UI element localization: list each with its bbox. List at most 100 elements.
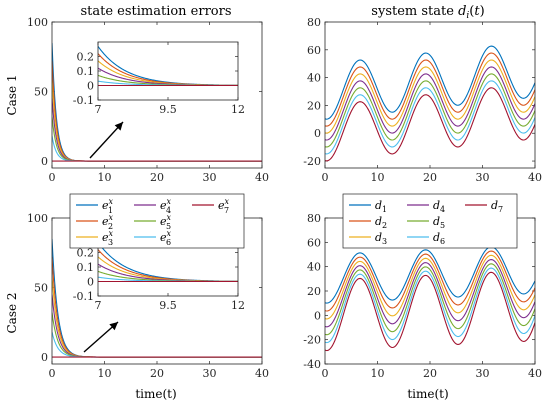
- p3-legend-label-3: ex 3: [102, 229, 114, 247]
- p3-inset-ytick-label-1: 0: [87, 276, 94, 289]
- p3-legend-label-sup-6: x: [167, 229, 172, 238]
- p3-legend: ex 1ex 2ex 3ex 4ex 5ex 6ex 7: [69, 193, 245, 249]
- p4-series-line-5: [325, 263, 535, 336]
- p2-ytick-label-5: 80: [307, 16, 321, 29]
- p3-xtick-label-4: 40: [255, 367, 269, 380]
- p4-xtick-label-2: 20: [423, 367, 437, 380]
- p3-legend-label-base-1: e: [102, 199, 109, 212]
- p3-legend-label-sup-1: x: [109, 197, 114, 206]
- p3-inset-xtick-label-2: 12: [231, 299, 245, 312]
- p2-series-line-1: [325, 45, 535, 120]
- p3-inset-ytick-label-0: -0.1: [73, 290, 94, 303]
- p3-legend-label-sub-7: 7: [224, 206, 229, 215]
- p3-legend-label-5: ex 5: [160, 213, 172, 231]
- p3-inset-xtick-label-0: 7: [95, 299, 102, 312]
- p2-ytick-label-2: 20: [307, 99, 321, 112]
- case-1-label: Case 1: [5, 74, 19, 115]
- case-2-label: Case 2: [5, 292, 19, 333]
- p3-legend-label-sup-5: x: [167, 213, 172, 222]
- p1-ytick-label-0: 0: [41, 155, 48, 168]
- p4-series-line-3: [325, 254, 535, 320]
- p1-inset-xtick-label-0: 7: [95, 103, 102, 116]
- title-system-state-text: system state: [371, 4, 454, 19]
- p2-series-line-7: [325, 87, 535, 162]
- p1-xtick-label-1: 10: [98, 171, 112, 184]
- p3-legend-label-sup-3: x: [109, 229, 114, 238]
- p2-ytick-label-3: 40: [307, 72, 321, 85]
- p2-xtick-label-0: 0: [322, 171, 329, 184]
- p4-legend-label-sub-3: 3: [382, 237, 387, 246]
- p4-series-line-6: [325, 267, 535, 344]
- p1-ytick-label-1: 50: [34, 86, 48, 99]
- p3-legend-label-4: ex 4: [160, 197, 172, 215]
- p4-legend-label-4: d4: [433, 199, 445, 214]
- p4-legend-label-base-5: d: [433, 215, 440, 228]
- p2-series-line-2: [325, 52, 535, 127]
- p4-legend-label-1: d1: [375, 199, 387, 214]
- p4-legend-label-sub-4: 4: [440, 205, 445, 214]
- p1-frame: [51, 21, 263, 169]
- p4-legend-label-3: d3: [375, 231, 387, 246]
- p4-ytick-label-3: 20: [307, 285, 321, 298]
- p2-ytick-label-4: 60: [307, 44, 321, 57]
- p2-xtick-label-2: 20: [423, 171, 437, 184]
- p4-legend-label-base-7: d: [491, 199, 498, 212]
- p4-xtick-label-0: 0: [322, 367, 329, 380]
- p4-legend-label-sub-5: 5: [440, 221, 445, 230]
- p4-legend-label-7: d7: [491, 199, 503, 214]
- p4-legend-label-base-2: d: [375, 215, 382, 228]
- p3-xtick-label-2: 20: [150, 367, 164, 380]
- p4-xtick-label-1: 10: [371, 367, 385, 380]
- p4-ytick-label-6: 80: [307, 212, 321, 225]
- p1-inset-background: [98, 42, 238, 100]
- p3-legend-label-base-5: e: [160, 215, 167, 228]
- p3-inset-ytick-label-2: 0.1: [77, 261, 95, 274]
- p4-series-line-7: [325, 271, 535, 352]
- p3-legend-label-base-4: e: [160, 199, 167, 212]
- p3-zoom-arrow-head: [109, 322, 118, 331]
- title-system-state-sub: i: [466, 11, 469, 21]
- p3-legend-label-7: ex 7: [218, 197, 230, 215]
- p3-legend-label-base-2: e: [102, 215, 109, 228]
- x-axis-label-right: time(t): [407, 387, 448, 401]
- p2-xtick-label-3: 30: [476, 171, 490, 184]
- p4-ytick-label-5: 60: [307, 236, 321, 249]
- p1-inset-xtick-label-2: 12: [231, 103, 245, 116]
- p1-inset-xtick-label-1: 9.5: [159, 103, 177, 116]
- p4-ytick-label-0: -40: [303, 358, 321, 371]
- p1-xtick-label-3: 30: [203, 171, 217, 184]
- p4-ytick-label-1: -20: [303, 334, 321, 347]
- p3-legend-label-6: ex 6: [160, 229, 172, 247]
- p4-legend-box: [342, 193, 518, 249]
- p4-legend-label-5: d5: [433, 215, 445, 230]
- title-system-state: system state di(t): [371, 4, 484, 21]
- p4-xtick-label-4: 40: [528, 367, 542, 380]
- title-system-state-t: t: [474, 4, 480, 19]
- p2-series-line-6: [325, 80, 535, 155]
- title-state-estimation-errors: state estimation errors: [80, 4, 231, 19]
- p1-inset-ytick-label-1: 0: [87, 80, 94, 93]
- p4-series-line-2: [325, 250, 535, 312]
- p3-legend-label-sub-5: 5: [166, 222, 171, 231]
- p3-legend-label-base-3: e: [102, 231, 109, 244]
- p4-legend-label-base-3: d: [375, 231, 382, 244]
- p3-legend-label-1: ex 1: [102, 197, 114, 215]
- p4-legend-label-sub-1: 1: [382, 205, 387, 214]
- p3-legend-label-sup-4: x: [167, 197, 172, 206]
- p4-series-line-1: [325, 246, 535, 304]
- p3-inset-xtick-label-1: 9.5: [159, 299, 177, 312]
- p2-series-line-5: [325, 73, 535, 148]
- p2-ytick-label-0: -20: [303, 155, 321, 168]
- p3-legend-label-sub-1: 1: [108, 206, 113, 215]
- p4-xtick-label-3: 30: [476, 367, 490, 380]
- p3-xtick-label-3: 30: [203, 367, 217, 380]
- p3-ytick-label-0: 0: [41, 351, 48, 364]
- p4-legend-label-2: d2: [375, 215, 387, 230]
- p3-xtick-label-0: 0: [49, 367, 56, 380]
- p2-series-line-3: [325, 59, 535, 134]
- p1-zoom-arrow-head: [114, 122, 123, 131]
